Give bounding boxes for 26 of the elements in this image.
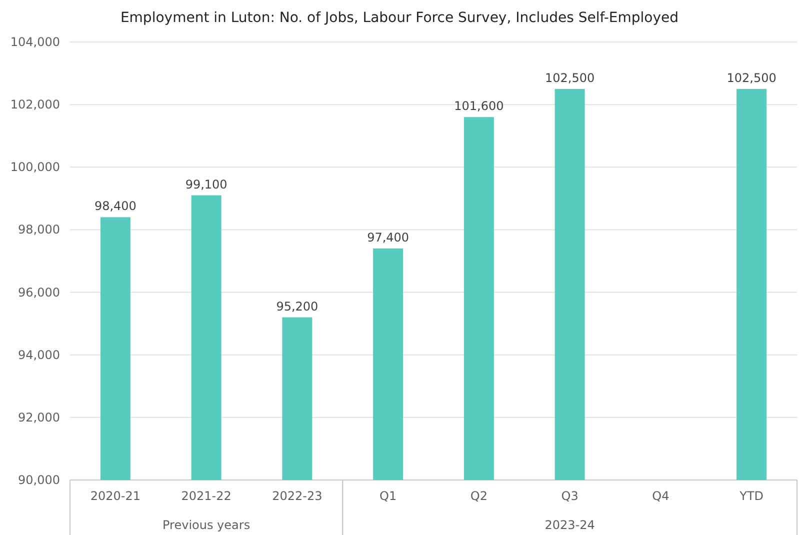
y-tick-label: 104,000 — [10, 35, 60, 49]
x-tick-label: 2020-21 — [90, 489, 141, 503]
x-tick-label: Q3 — [561, 489, 578, 503]
data-label: 102,500 — [545, 70, 595, 85]
x-tick-label: YTD — [738, 489, 764, 503]
x-tick-label: Q2 — [470, 489, 488, 503]
data-label: 99,100 — [185, 177, 228, 192]
y-tick-label: 102,000 — [10, 98, 60, 112]
data-label: 98,400 — [94, 199, 136, 214]
y-tick-label: 100,000 — [10, 160, 60, 174]
x-tick-label: Q1 — [380, 489, 397, 503]
data-label: 101,600 — [454, 99, 504, 114]
y-tick-label: 94,000 — [18, 348, 60, 362]
chart-title: Employment in Luton: No. of Jobs, Labour Force Survey, Includes Self-Employed — [120, 10, 679, 26]
x-tick-label: 2022-23 — [272, 489, 322, 503]
y-tick-label: 90,000 — [18, 473, 60, 487]
y-tick-label: 92,000 — [18, 410, 60, 424]
y-tick-label: 98,000 — [18, 222, 60, 237]
data-label: 102,500 — [726, 70, 776, 85]
x-tick-label: Q4 — [652, 489, 670, 503]
data-label: 97,400 — [367, 230, 410, 244]
x-tick-label: 2021-22 — [181, 489, 232, 503]
text: Previous years — [162, 518, 250, 532]
data-label: 95,200 — [276, 299, 318, 314]
text: 2023-24 — [544, 518, 595, 532]
y-tick-label: 96,000 — [18, 285, 60, 300]
